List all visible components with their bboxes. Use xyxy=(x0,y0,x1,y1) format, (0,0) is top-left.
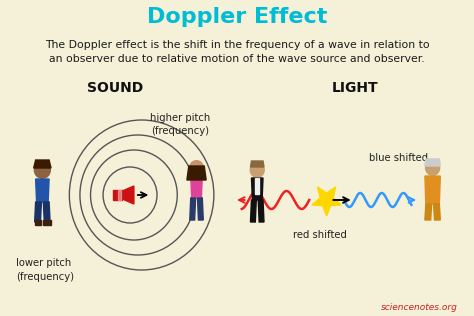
Text: LIGHT: LIGHT xyxy=(332,81,379,95)
Circle shape xyxy=(34,161,51,179)
Polygon shape xyxy=(35,202,41,222)
Circle shape xyxy=(249,162,265,178)
Polygon shape xyxy=(190,198,196,220)
Polygon shape xyxy=(43,220,51,225)
Polygon shape xyxy=(35,220,41,225)
Polygon shape xyxy=(250,161,264,167)
Circle shape xyxy=(189,160,204,176)
Polygon shape xyxy=(250,200,256,222)
Polygon shape xyxy=(425,159,440,166)
Text: red shifted: red shifted xyxy=(293,230,347,240)
Text: The Doppler effect is the shift in the frequency of a wave in relation to
an obs: The Doppler effect is the shift in the f… xyxy=(45,40,429,64)
Polygon shape xyxy=(122,186,134,204)
Polygon shape xyxy=(255,178,259,194)
Text: SOUND: SOUND xyxy=(86,81,143,95)
Text: sciencenotes.org: sciencenotes.org xyxy=(381,303,458,313)
Polygon shape xyxy=(36,179,49,202)
Polygon shape xyxy=(425,176,440,204)
Text: Doppler Effect: Doppler Effect xyxy=(147,7,327,27)
Polygon shape xyxy=(258,200,264,222)
Polygon shape xyxy=(187,166,206,180)
Polygon shape xyxy=(118,190,121,200)
Text: higher pitch
(frequency): higher pitch (frequency) xyxy=(150,113,210,136)
Polygon shape xyxy=(434,204,440,220)
Polygon shape xyxy=(312,187,341,216)
Text: blue shifted: blue shifted xyxy=(369,153,428,163)
Text: lower pitch
(frequency): lower pitch (frequency) xyxy=(16,258,74,282)
Circle shape xyxy=(425,160,440,176)
Polygon shape xyxy=(425,204,432,220)
Polygon shape xyxy=(34,160,51,168)
Polygon shape xyxy=(198,198,203,220)
Polygon shape xyxy=(191,176,202,198)
Polygon shape xyxy=(43,202,50,222)
Polygon shape xyxy=(113,190,122,200)
Polygon shape xyxy=(251,178,263,200)
